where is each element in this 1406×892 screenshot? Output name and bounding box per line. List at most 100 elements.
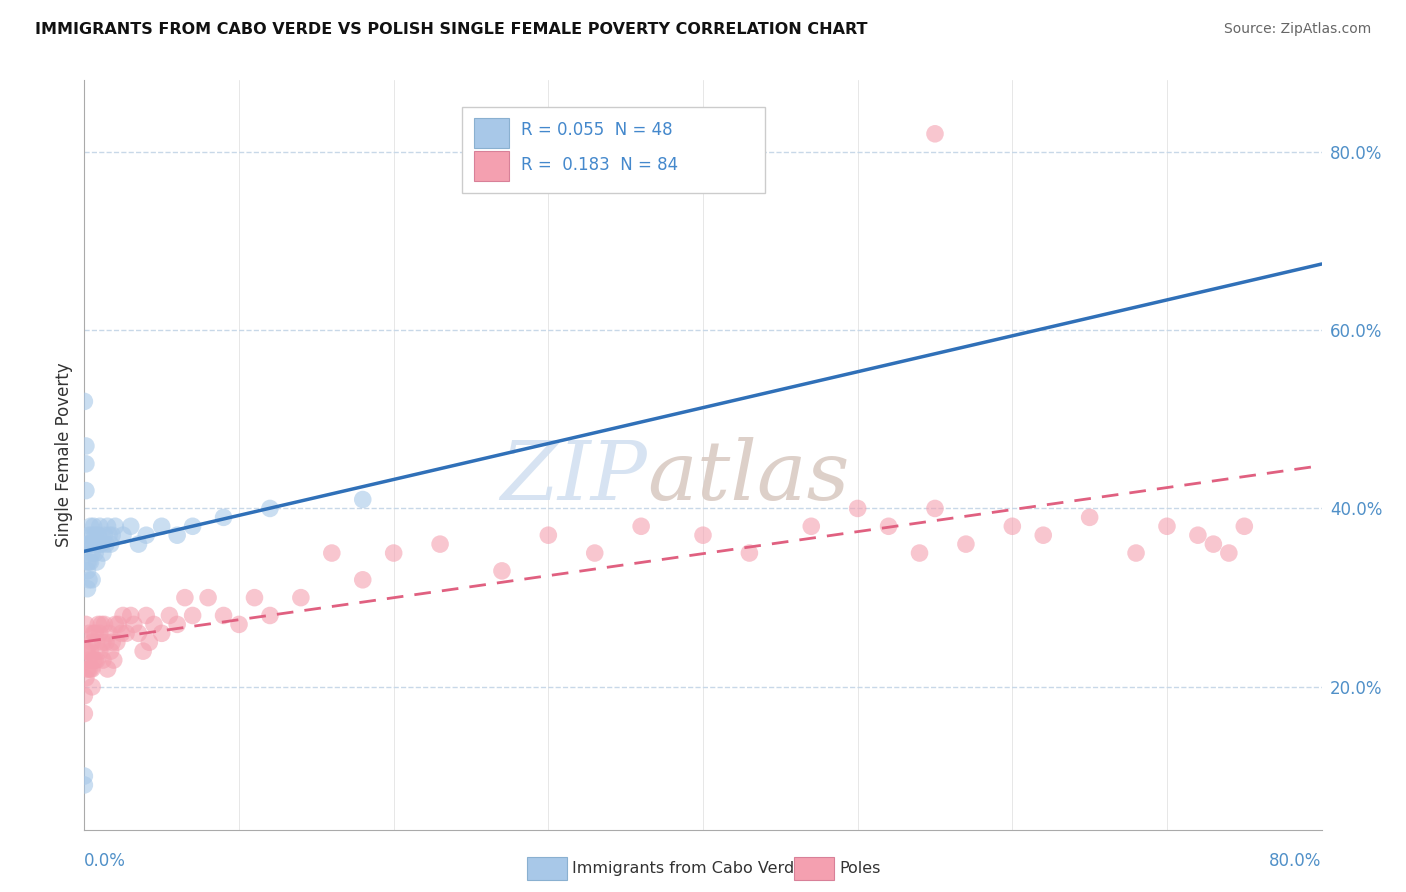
Point xyxy=(846,501,869,516)
Point xyxy=(94,635,117,649)
FancyBboxPatch shape xyxy=(461,106,765,193)
Point xyxy=(86,653,108,667)
Point xyxy=(75,439,97,453)
Point xyxy=(73,706,96,721)
Text: 0.0%: 0.0% xyxy=(84,852,127,870)
Text: atlas: atlas xyxy=(647,437,849,517)
Text: 80.0%: 80.0% xyxy=(1270,852,1322,870)
Point xyxy=(75,617,97,632)
Point xyxy=(1156,519,1178,533)
Point xyxy=(90,617,112,632)
Point xyxy=(73,394,96,409)
Text: R =  0.183  N = 84: R = 0.183 N = 84 xyxy=(522,156,678,174)
Text: IMMIGRANTS FROM CABO VERDE VS POLISH SINGLE FEMALE POVERTY CORRELATION CHART: IMMIGRANTS FROM CABO VERDE VS POLISH SIN… xyxy=(35,22,868,37)
Point xyxy=(76,644,98,658)
Point xyxy=(82,635,104,649)
Point xyxy=(75,457,97,471)
Point xyxy=(181,608,204,623)
Point xyxy=(382,546,405,560)
Point xyxy=(89,626,111,640)
Point xyxy=(166,617,188,632)
Point xyxy=(73,778,96,792)
Point xyxy=(105,635,128,649)
Point xyxy=(243,591,266,605)
Point xyxy=(75,671,97,685)
Point xyxy=(73,769,96,783)
Point xyxy=(135,528,157,542)
Point xyxy=(83,653,105,667)
Point xyxy=(800,519,823,533)
Point xyxy=(491,564,513,578)
Point xyxy=(110,626,132,640)
Point xyxy=(181,519,204,533)
Point xyxy=(82,573,104,587)
Point xyxy=(90,537,112,551)
Point xyxy=(120,519,142,533)
Point xyxy=(955,537,977,551)
Point xyxy=(112,528,135,542)
Point xyxy=(1187,528,1209,542)
Point xyxy=(290,591,312,605)
Point xyxy=(1032,528,1054,542)
Text: Poles: Poles xyxy=(839,862,880,876)
Point xyxy=(738,546,761,560)
Point xyxy=(1125,546,1147,560)
Point xyxy=(87,617,110,632)
Point xyxy=(135,608,157,623)
Point xyxy=(86,537,108,551)
Point xyxy=(79,537,101,551)
Point xyxy=(79,644,101,658)
Point xyxy=(159,608,180,623)
Point xyxy=(84,626,107,640)
Point xyxy=(82,546,104,560)
Point xyxy=(127,626,149,640)
Point xyxy=(96,662,118,676)
Point xyxy=(212,608,235,623)
Point xyxy=(1233,519,1256,533)
Point xyxy=(76,662,98,676)
Point xyxy=(143,617,166,632)
Point xyxy=(77,662,100,676)
Point xyxy=(104,519,127,533)
Point xyxy=(259,608,281,623)
Point xyxy=(86,635,108,649)
Point xyxy=(107,617,129,632)
FancyBboxPatch shape xyxy=(474,118,509,148)
Point xyxy=(93,617,115,632)
Point xyxy=(76,582,98,596)
Point xyxy=(79,555,101,569)
Point xyxy=(122,617,145,632)
Point xyxy=(76,564,98,578)
Text: ZIP: ZIP xyxy=(501,437,647,517)
Point xyxy=(83,519,105,533)
Point xyxy=(77,626,100,640)
Point xyxy=(89,537,111,551)
Point xyxy=(77,573,100,587)
Point xyxy=(96,519,118,533)
Point xyxy=(352,492,374,507)
Point xyxy=(132,644,155,658)
Point xyxy=(75,644,97,658)
Point xyxy=(79,519,101,533)
Point xyxy=(101,635,124,649)
FancyBboxPatch shape xyxy=(474,152,509,181)
Point xyxy=(91,635,114,649)
Point xyxy=(77,528,100,542)
Point xyxy=(77,653,100,667)
Point xyxy=(583,546,606,560)
Point xyxy=(77,555,100,569)
Point xyxy=(1078,510,1101,524)
Point xyxy=(104,617,127,632)
Point xyxy=(924,501,946,516)
Point xyxy=(150,519,173,533)
Point xyxy=(537,528,560,542)
Point xyxy=(83,626,105,640)
Point xyxy=(83,537,105,551)
Point xyxy=(89,519,111,533)
Text: Immigrants from Cabo Verde: Immigrants from Cabo Verde xyxy=(572,862,804,876)
Point xyxy=(166,528,188,542)
Point xyxy=(84,546,107,560)
Point xyxy=(79,662,101,676)
Point xyxy=(1001,519,1024,533)
Point xyxy=(127,537,149,551)
